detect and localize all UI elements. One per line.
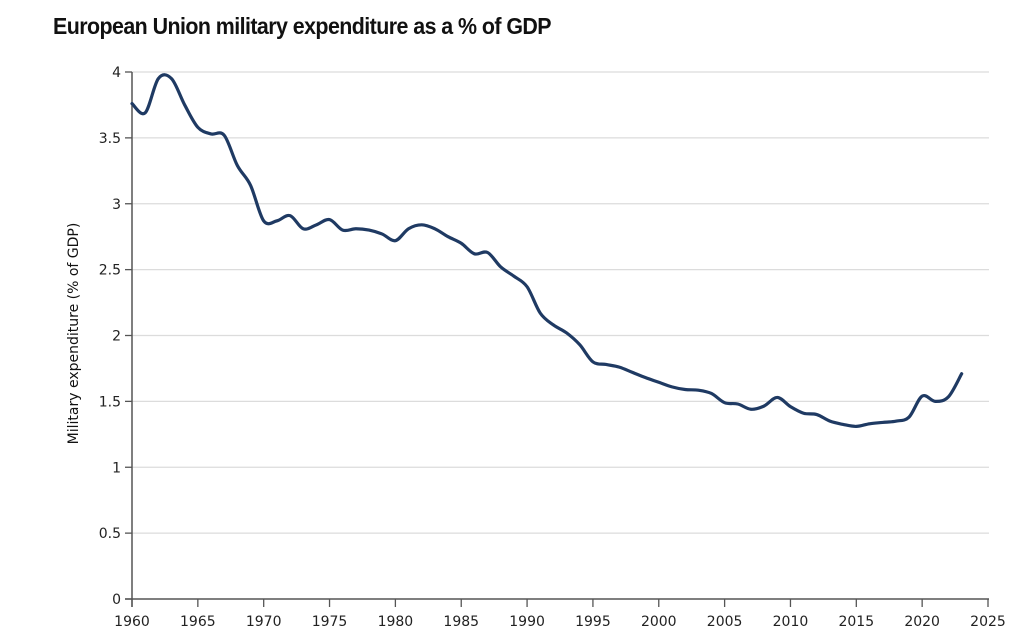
- y-tick-label: 1.5: [99, 394, 121, 410]
- x-tick-label: 2025: [970, 614, 1006, 630]
- x-tick-label: 1990: [509, 614, 545, 630]
- y-tick-label: 1: [112, 460, 121, 476]
- series-group: [130, 73, 964, 429]
- x-tick-label: 1960: [114, 614, 150, 630]
- x-tick-label: 1980: [378, 614, 414, 630]
- x-tick-label: 2020: [904, 614, 940, 630]
- x-tick-label: 1965: [180, 614, 216, 630]
- y-tick-label: 0.5: [99, 526, 121, 542]
- axes: [125, 72, 989, 607]
- x-tick-label: 1985: [443, 614, 479, 630]
- y-tick-label: 3.5: [99, 131, 121, 147]
- y-tick-label: 2: [112, 329, 121, 345]
- x-tick-label: 1975: [312, 614, 348, 630]
- y-axis-label: Military expenditure (% of GDP): [66, 223, 82, 445]
- y-tick-label: 3: [112, 197, 121, 213]
- y-axis-ticks: 0 0.5 1 1.5 2 2.5 3 3.5 4: [99, 65, 132, 608]
- x-tick-label: 2000: [641, 614, 677, 630]
- y-tick-label: 2.5: [99, 263, 121, 279]
- x-tick-label: 2010: [773, 614, 809, 630]
- x-tick-label: 1995: [575, 614, 611, 630]
- x-axis-ticks: 1960 1965 1970 1975 1980 1985 1990 1995 2000 2005…: [114, 599, 1006, 630]
- chart-title: European Union military expenditure as a…: [53, 13, 552, 39]
- series-line-european-union: [130, 73, 964, 429]
- y-tick-label: 0: [112, 592, 121, 608]
- y-tick-label: 4: [112, 65, 121, 81]
- x-tick-label: 1970: [246, 614, 282, 630]
- gridlines: [132, 71, 989, 534]
- x-tick-label: 2015: [838, 614, 874, 630]
- x-tick-label: 2005: [707, 614, 743, 630]
